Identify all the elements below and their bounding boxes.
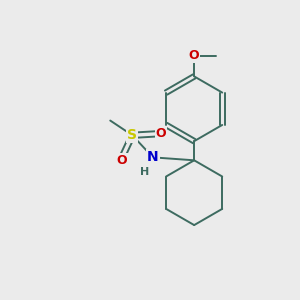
Text: O: O — [117, 154, 127, 167]
Text: O: O — [189, 49, 200, 62]
Text: O: O — [156, 127, 166, 140]
Text: S: S — [127, 128, 137, 142]
Text: H: H — [140, 167, 149, 177]
Text: N: N — [147, 150, 159, 164]
